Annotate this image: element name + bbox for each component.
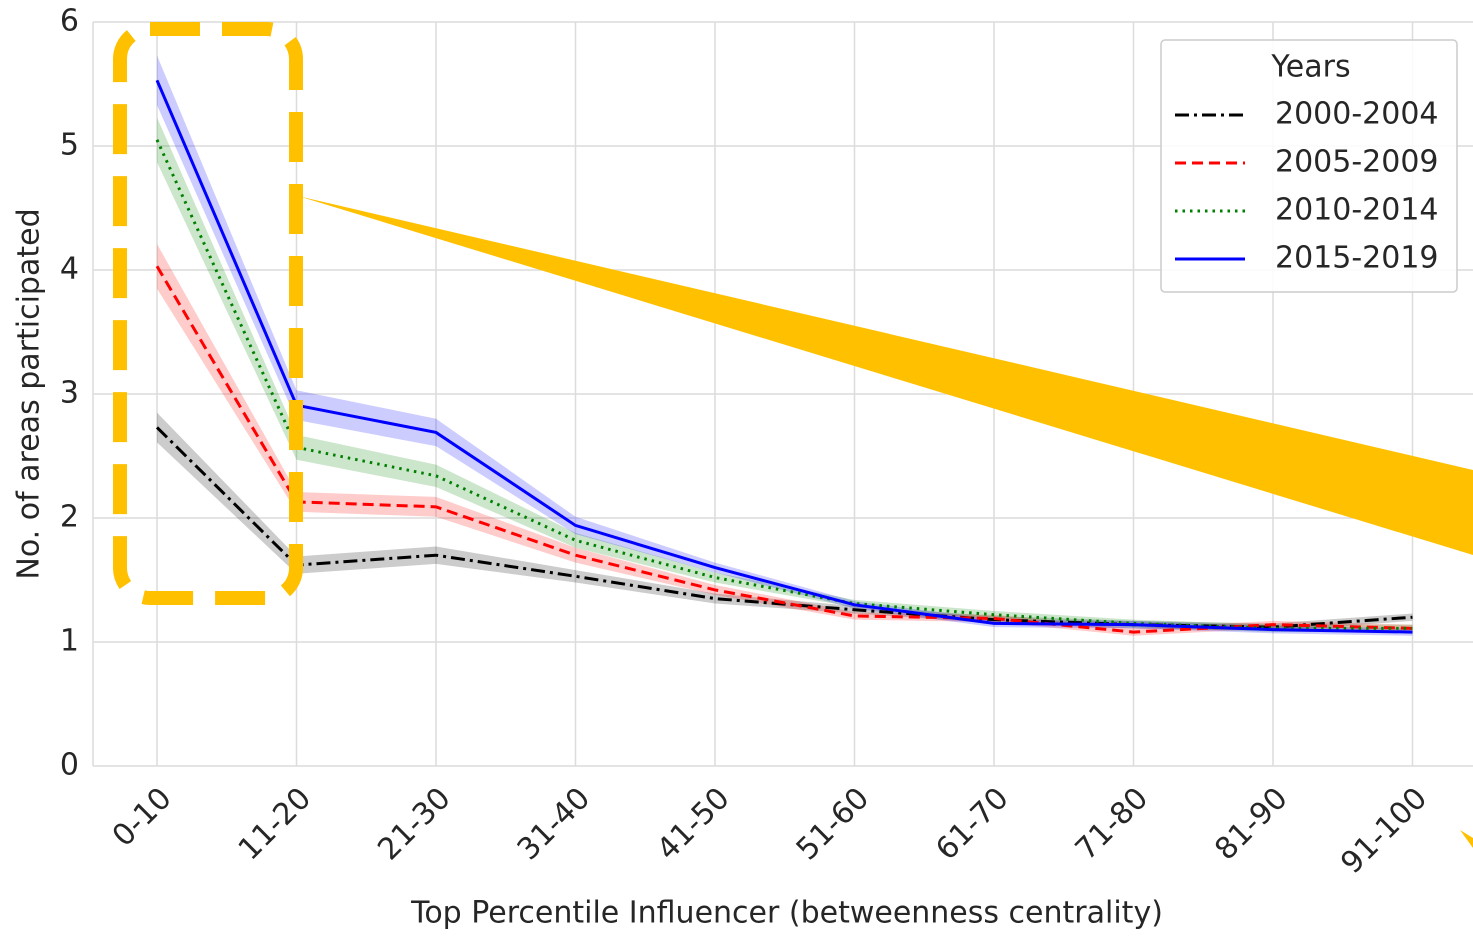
x-tick-label: 51-60 bbox=[790, 781, 876, 867]
y-tick-label: 5 bbox=[60, 128, 79, 163]
x-tick-label: 61-70 bbox=[929, 781, 1015, 867]
y-axis-label: No. of areas participated bbox=[12, 208, 47, 579]
x-axis-label: Top Percentile Influencer (betweenness c… bbox=[410, 896, 1163, 931]
legend: Years 2000-2004 2005-2009 2010-2014 2015-20… bbox=[1160, 39, 1458, 293]
x-tick-label: 91-100 bbox=[1334, 781, 1434, 881]
y-tick-label: 0 bbox=[60, 748, 79, 783]
y-tick-label: 1 bbox=[60, 624, 79, 659]
y-tick-label: 2 bbox=[60, 500, 79, 535]
grid bbox=[92, 21, 1473, 767]
highlight-box bbox=[113, 22, 303, 605]
legend-label: 2005-2009 bbox=[1275, 145, 1439, 180]
highlight-wedge bbox=[298, 196, 1473, 555]
legend-box bbox=[1160, 39, 1458, 293]
y-tick-label: 6 bbox=[60, 4, 79, 39]
x-tick-label: 21-30 bbox=[371, 781, 457, 867]
x-tick-label: 41-50 bbox=[650, 781, 736, 867]
lines bbox=[155, 79, 1413, 634]
legend-label: 2000-2004 bbox=[1275, 97, 1439, 132]
arrow-tip bbox=[1460, 830, 1473, 848]
legend-title: Years bbox=[1270, 50, 1350, 85]
y-tick-label: 4 bbox=[60, 252, 79, 287]
series-line bbox=[155, 79, 1413, 634]
legend-label: 2010-2014 bbox=[1275, 193, 1439, 228]
legend-label: 2015-2019 bbox=[1275, 241, 1439, 276]
x-tick-label: 11-20 bbox=[232, 781, 318, 867]
x-tick-label: 71-80 bbox=[1069, 781, 1155, 867]
x-tick-label: 31-40 bbox=[511, 781, 597, 867]
x-tick-label: 0-10 bbox=[106, 781, 179, 854]
x-tick-label: 81-90 bbox=[1208, 781, 1294, 867]
y-tick-label: 3 bbox=[60, 376, 79, 411]
